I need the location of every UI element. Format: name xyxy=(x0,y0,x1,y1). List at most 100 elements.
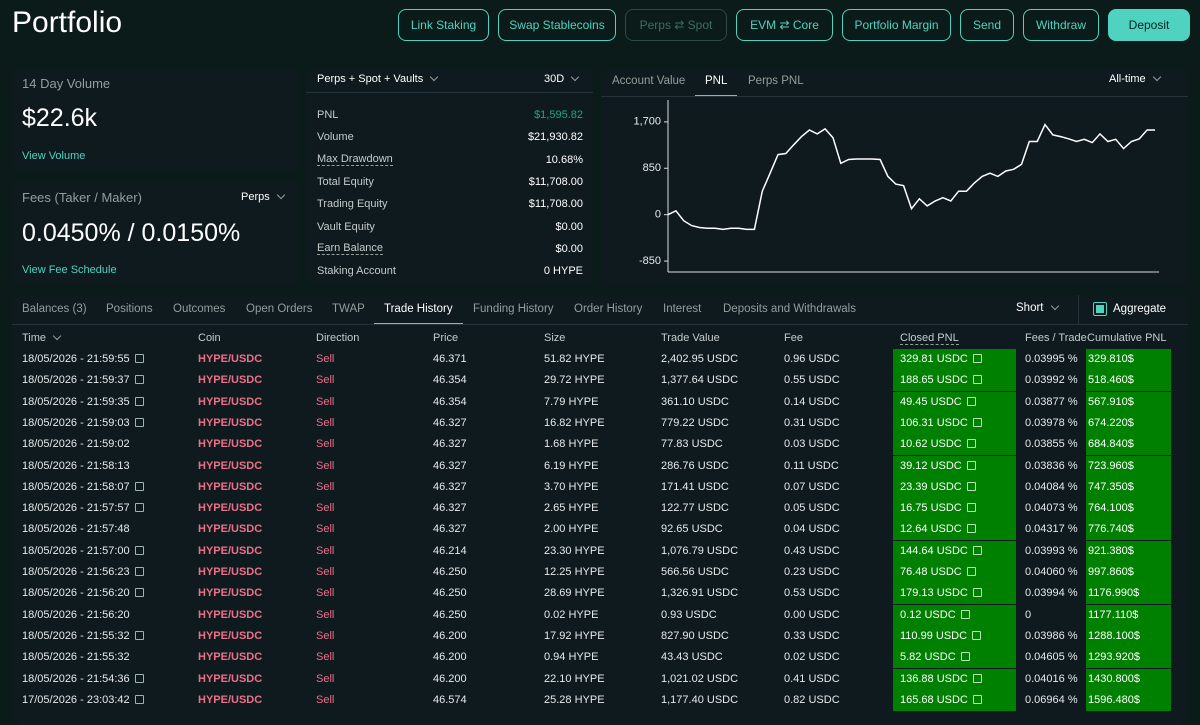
table-cell: Sell xyxy=(316,477,334,498)
stat-value: 10.68% xyxy=(545,153,583,166)
history-tab[interactable]: TWAP xyxy=(332,303,365,315)
period-selector[interactable]: 30D xyxy=(544,72,580,85)
history-tab[interactable]: Open Orders xyxy=(246,303,313,315)
cell-text: 18/05/2026 - 21:57:00 xyxy=(22,544,130,557)
link-icon[interactable] xyxy=(966,567,976,576)
header-button[interactable]: EVM ⇄ Core xyxy=(736,9,833,41)
link-icon[interactable] xyxy=(134,481,144,491)
history-tab[interactable]: Trade History xyxy=(374,295,463,324)
table-cell: Sell xyxy=(316,413,334,434)
chart-tabs: Account Value PNL Perps PNL xyxy=(601,67,1188,97)
side-selector[interactable]: Short xyxy=(1016,301,1059,314)
cell-text: HYPE/USDC xyxy=(198,693,263,706)
chart-tab[interactable]: PNL xyxy=(695,67,738,96)
history-tab[interactable]: Deposits and Withdrawals xyxy=(723,303,856,315)
table-cell: 1,076.79 USDC xyxy=(661,541,738,562)
header-button[interactable]: Send xyxy=(960,9,1014,41)
link-icon[interactable] xyxy=(966,524,976,534)
stat-row: Vault Equity $0.00 xyxy=(317,216,583,238)
table-cell: 0.05 USDC xyxy=(784,498,840,519)
column-header: Trade Value xyxy=(661,332,720,344)
cell-text: 0.93 USDC xyxy=(661,608,717,621)
cell-text: 3.70 HYPE xyxy=(544,480,599,493)
link-icon[interactable] xyxy=(960,652,970,662)
link-icon[interactable] xyxy=(134,417,144,427)
link-icon[interactable] xyxy=(966,503,976,513)
cell-text: 92.65 USDC xyxy=(661,523,723,536)
chart-tab[interactable]: Account Value xyxy=(612,75,686,87)
link-icon[interactable] xyxy=(972,588,982,598)
link-icon[interactable] xyxy=(134,630,144,640)
header-button[interactable]: Swap Stablecoins xyxy=(498,9,616,41)
history-tab[interactable]: Interest xyxy=(663,303,702,315)
table-cell: 171.41 USDC xyxy=(661,477,729,498)
table-cell: 18/05/2026 - 21:57:00 xyxy=(22,541,144,562)
cell-text: 1596.480$ xyxy=(1088,693,1140,706)
history-tab[interactable]: Order History xyxy=(574,303,643,315)
link-icon[interactable] xyxy=(966,481,976,491)
header-button[interactable]: Deposit xyxy=(1108,9,1190,41)
link-icon[interactable] xyxy=(134,503,144,513)
history-tab[interactable]: Funding History xyxy=(473,303,554,315)
table-cell: 18/05/2026 - 21:58:13 xyxy=(22,456,130,477)
cell-text: 0.03994 % xyxy=(1025,587,1078,600)
link-icon[interactable] xyxy=(134,545,144,555)
table-cell: HYPE/USDC xyxy=(198,349,262,370)
table-cell: 136.88 USDC xyxy=(893,668,1016,690)
cell-text: 1430.800$ xyxy=(1088,672,1140,685)
link-icon[interactable] xyxy=(972,354,982,363)
link-icon[interactable] xyxy=(972,630,982,640)
link-icon[interactable] xyxy=(972,417,982,427)
link-icon[interactable] xyxy=(134,375,144,385)
link-icon[interactable] xyxy=(134,396,144,406)
cell-text: 7.79 HYPE xyxy=(544,395,599,408)
table-cell: HYPE/USDC xyxy=(198,605,262,626)
cell-text: 0.82 USDC xyxy=(784,693,840,706)
table-cell: 46.371 xyxy=(433,349,467,370)
chart-panel: Account Value PNL Perps PNL All-time 1,700… xyxy=(601,67,1188,285)
table-cell: 0.31 USDC xyxy=(784,413,840,434)
chart-tab[interactable]: Perps PNL xyxy=(748,75,804,87)
link-icon[interactable] xyxy=(972,545,982,555)
link-icon[interactable] xyxy=(972,673,982,683)
column-header[interactable]: Time xyxy=(22,332,47,344)
card-link[interactable]: View Fee Schedule xyxy=(22,264,117,276)
link-icon[interactable] xyxy=(134,354,144,363)
table-cell: 1430.800$ xyxy=(1086,668,1171,690)
header-button[interactable]: Link Staking xyxy=(398,9,489,41)
range-selector[interactable]: All-time xyxy=(1109,72,1161,85)
link-icon[interactable] xyxy=(960,609,970,619)
cell-text: Sell xyxy=(316,651,335,664)
cell-text: 1293.920$ xyxy=(1088,651,1140,664)
cell-text: 46.327 xyxy=(433,416,467,429)
history-tab[interactable]: Outcomes xyxy=(173,303,226,315)
header-button[interactable]: Withdraw xyxy=(1023,9,1099,41)
history-tab[interactable]: Positions xyxy=(106,303,153,315)
fee-selector[interactable]: Perps xyxy=(241,190,285,203)
cell-text: 46.250 xyxy=(433,587,467,600)
cell-text: 827.90 USDC xyxy=(661,629,729,642)
table-cell: 0.03992 % xyxy=(1025,370,1078,391)
link-icon[interactable] xyxy=(972,375,982,385)
link-icon[interactable] xyxy=(972,694,982,704)
cell-text: HYPE/USDC xyxy=(198,374,263,387)
header-button[interactable]: Portfolio Margin xyxy=(842,9,951,41)
link-icon[interactable] xyxy=(134,567,144,576)
table-cell: 1.68 HYPE xyxy=(544,434,598,455)
table-cell: 5.82 USDC xyxy=(893,647,1016,669)
checkbox[interactable] xyxy=(1093,302,1107,316)
table-cell: 144.64 USDC xyxy=(893,540,1016,562)
link-icon[interactable] xyxy=(966,439,976,449)
link-icon[interactable] xyxy=(966,460,976,470)
stats-selector[interactable]: Perps + Spot + Vaults xyxy=(317,72,439,85)
table-cell: 39.12 USDC xyxy=(893,455,1016,477)
table-cell: 0.04317 % xyxy=(1025,519,1078,540)
link-icon[interactable] xyxy=(966,396,976,406)
card-link[interactable]: View Volume xyxy=(22,150,86,162)
pnl-line xyxy=(667,123,1155,231)
stat-row: Trading Equity $11,708.00 xyxy=(317,193,583,215)
link-icon[interactable] xyxy=(134,588,144,598)
history-tab[interactable]: Balances (3) xyxy=(22,303,87,315)
link-icon[interactable] xyxy=(134,694,144,704)
link-icon[interactable] xyxy=(134,673,144,683)
